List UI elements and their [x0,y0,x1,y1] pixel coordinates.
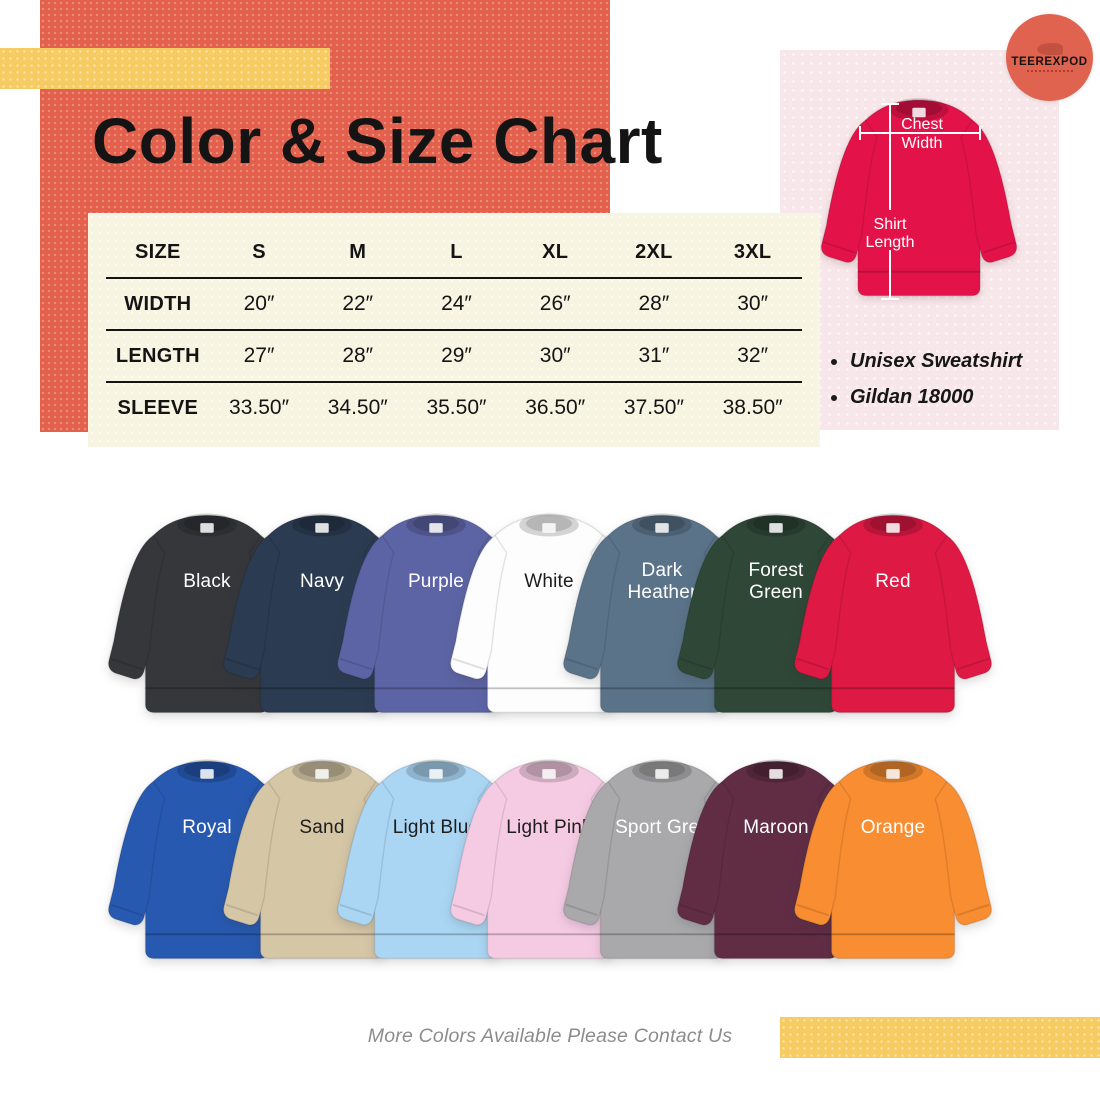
color-name-label: Dark Heather [627,559,697,603]
table-header-cell: 2XL [635,240,673,263]
color-name-label: Sand [299,816,345,838]
color-name-label: Navy [299,570,345,592]
table-cell: 33.50″ [229,396,290,419]
color-name-label: White [524,570,574,592]
size-table-header-row: SIZE S M L XL 2XL 3XL [106,227,802,277]
color-name-label: Black [183,570,231,592]
table-row-label: SLEEVE [117,396,199,419]
note-item: Unisex Sweatshirt [831,350,1022,373]
color-swatch-purple: Purple [311,497,561,728]
color-name-label: Forest Green [748,559,804,603]
brand-logo: TEEREXPOD [1006,14,1093,101]
table-cell: 30″ [539,344,571,367]
table-cell: 28″ [342,344,374,367]
table-cell: 36.50″ [525,396,586,419]
measurement-panel: Chest Width Shirt Length [780,50,1059,430]
color-name-label: Light Blue [392,816,480,838]
dinosaur-sketch-icon [1036,43,1063,55]
table-cell: 27″ [243,344,275,367]
color-name-label: Light Pink [506,816,592,838]
color-swatch-white: White [424,497,674,728]
color-swatch-black: Black [82,497,332,728]
color-swatch-dark-heather: Dark Heather [537,497,787,728]
table-cell: 22″ [342,292,374,315]
table-cell: 29″ [441,344,472,367]
bullet-icon [831,394,837,401]
table-header-cell: XL [542,240,569,263]
color-swatch-light-blue: Light Blue [311,743,561,974]
table-divider [106,381,802,383]
note-text: Gildan 18000 [850,386,974,408]
yellow-bar-bottom [780,1017,1100,1058]
size-table-sleeve-row: SLEEVE 33.50″ 34.50″ 35.50″ 36.50″ 37.50… [106,383,802,433]
product-notes: Unisex Sweatshirt Gildan 18000 [831,350,1022,422]
color-name-label: Royal [182,816,232,838]
table-header-cell: L [450,240,463,263]
table-cell: 32″ [737,344,769,367]
table-header-cell: 3XL [733,240,772,263]
footer-note: More Colors Available Please Contact Us [367,1025,733,1047]
table-cell: 35.50″ [426,396,487,419]
color-swatch-maroon: Maroon [651,743,901,974]
table-cell: 24″ [441,292,472,315]
color-swatch-light-pink: Light Pink [424,743,674,974]
size-table-length-row: LENGTH 27″ 28″ 29″ 30″ 31″ 32″ [106,331,802,381]
shirt-length-label-line2: Length [866,234,915,251]
page-title: Color & Size Chart [92,105,663,177]
table-header-cell: SIZE [135,240,181,263]
table-cell: 30″ [737,292,769,315]
table-cell: 37.50″ [623,396,684,419]
color-swatch-sand: Sand [197,743,447,974]
table-divider [106,277,802,279]
bullet-icon [831,358,837,365]
table-cell: 31″ [638,344,670,367]
chest-width-label-line2: Width [902,135,943,152]
shirt-length-label-line1: Shirt [874,216,907,233]
color-name-label: Purple [407,570,465,592]
size-table-width-row: WIDTH 20″ 22″ 24″ 26″ 28″ 30″ [106,279,802,329]
chest-width-label-line1: Chest [901,116,943,133]
table-cell: 20″ [243,292,275,315]
color-swatch-red: Red [768,497,1018,728]
color-name-label: Maroon [743,816,809,838]
brand-tagline-mark [1026,70,1073,72]
size-table: SIZE S M L XL 2XL 3XL WIDTH 20″ 22″ 24″ … [88,213,820,447]
color-row-1: Black Navy Purple White Dark Heather For… [0,497,1100,747]
table-header-cell: M [349,240,367,263]
table-cell: 34.50″ [327,396,388,419]
color-swatch-orange: Orange [768,743,1018,974]
table-row-label: LENGTH [115,344,200,367]
yellow-bar-top [0,48,330,89]
table-row-label: WIDTH [124,292,192,315]
table-header-cell: S [252,240,266,263]
table-cell: 28″ [638,292,670,315]
color-name-label: Red [875,570,911,592]
table-cell: 26″ [539,292,571,315]
color-swatch-navy: Navy [197,497,447,728]
table-cell: 38.50″ [722,396,783,419]
color-name-label: Sport Grey [615,816,709,838]
color-name-label: Orange [860,816,926,838]
color-row-2: Royal Sand Light Blue Light Pink Sport G… [0,743,1100,993]
note-item: Gildan 18000 [831,386,1022,409]
brand-name: TEEREXPOD [1011,56,1088,68]
color-swatch-royal: Royal [82,743,332,974]
color-swatch-sport-grey: Sport Grey [537,743,787,974]
color-swatch-forest-green: Forest Green [651,497,901,728]
table-divider [106,329,802,331]
measurement-lines: Chest Width Shirt Length [859,103,981,300]
note-text: Unisex Sweatshirt [850,350,1023,372]
